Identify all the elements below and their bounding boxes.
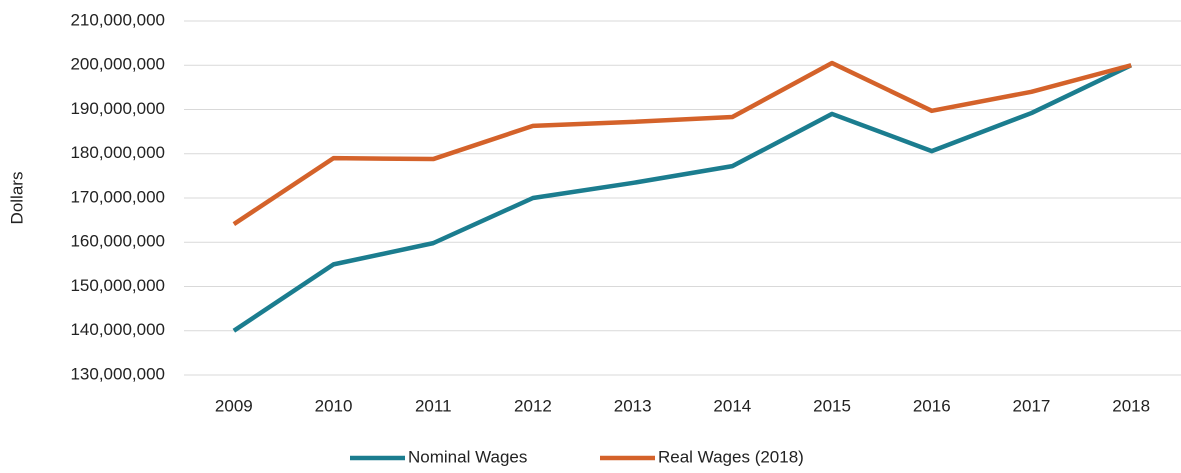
y-tick-label: 130,000,000 [70,364,165,383]
x-tick-label: 2018 [1112,396,1150,415]
x-tick-label: 2016 [913,396,951,415]
line-series [232,60,1132,226]
x-tick-label: 2017 [1013,396,1051,415]
y-tick-label: 190,000,000 [70,99,165,118]
y-tick-label: 140,000,000 [70,320,165,339]
legend-label: Real Wages (2018) [658,447,804,466]
y-tick-label: 200,000,000 [70,55,165,74]
x-tick-label: 2015 [813,396,851,415]
legend-label: Nominal Wages [408,447,527,466]
x-tick-label: 2012 [514,396,552,415]
y-tick-label: 210,000,000 [70,10,165,29]
x-tick-label: 2009 [215,396,253,415]
x-tick-label: 2013 [614,396,652,415]
x-tick-label: 2011 [415,396,452,415]
y-axis-label: Dollars [7,172,26,225]
y-tick-label: 150,000,000 [70,276,165,295]
y-tick-label: 180,000,000 [70,143,165,162]
x-tick-label: 2010 [315,396,353,415]
x-tick-label: 2014 [713,396,751,415]
y-tick-label: 160,000,000 [70,232,165,251]
line-series [232,63,1133,333]
y-tick-label: 170,000,000 [70,187,165,206]
